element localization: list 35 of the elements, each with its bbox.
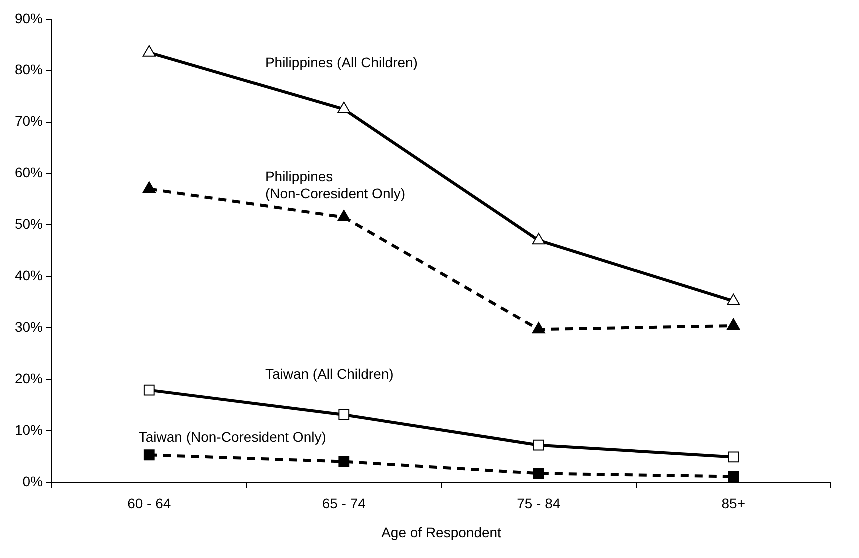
x-tick-label: 60 - 64 xyxy=(128,496,172,512)
point xyxy=(144,450,155,461)
point xyxy=(142,182,156,194)
point xyxy=(533,440,544,451)
x-tick-label: 75 - 84 xyxy=(517,496,561,512)
point xyxy=(727,318,740,330)
point xyxy=(142,45,156,57)
point xyxy=(338,210,351,222)
y-tick-label: 90% xyxy=(14,10,44,26)
x-tick-label: 65 - 74 xyxy=(322,496,366,512)
point xyxy=(728,471,740,482)
x-axis-title: Age of Respondent xyxy=(382,524,502,540)
point xyxy=(727,294,740,306)
point xyxy=(338,456,350,468)
point xyxy=(144,384,155,396)
point xyxy=(533,468,544,480)
point xyxy=(532,322,546,334)
x-tick-label: 85+ xyxy=(722,496,746,512)
y-tick-label: 20% xyxy=(14,370,44,386)
point xyxy=(532,233,546,245)
y-tick-label: 40% xyxy=(14,267,44,284)
series-label: Philippines (All Children) xyxy=(265,54,418,70)
y-tick-label: 0% xyxy=(22,473,44,490)
series-label: Philippines (Non-Coresident Only) xyxy=(265,168,406,202)
point xyxy=(338,410,350,420)
series-label: Taiwan (All Children) xyxy=(265,366,394,382)
point xyxy=(728,452,740,463)
y-tick-label: 30% xyxy=(14,318,44,335)
y-tick-label: 10% xyxy=(14,422,44,438)
y-tick-label: 70% xyxy=(14,113,44,130)
y-tick-label: 60% xyxy=(14,164,44,181)
series-label: Taiwan (Non-Coresident Only) xyxy=(138,428,326,445)
point xyxy=(338,102,351,114)
y-tick-label: 50% xyxy=(14,216,44,232)
y-tick-label: 80% xyxy=(14,62,44,78)
